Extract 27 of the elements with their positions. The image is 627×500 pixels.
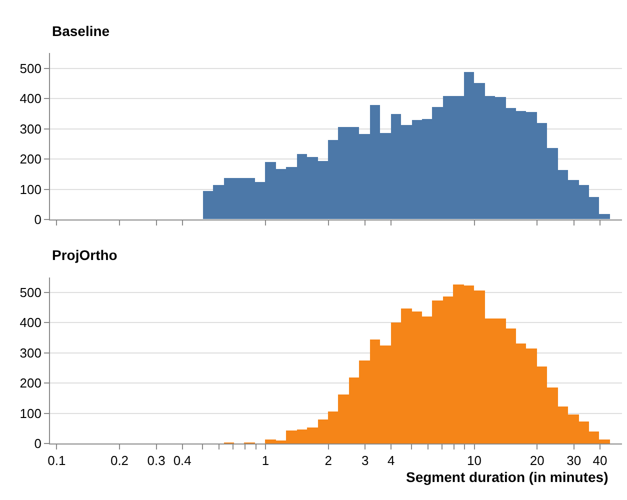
y-tick-label: 200 <box>20 152 42 167</box>
y-tick-label: 100 <box>20 406 42 421</box>
x-tick-label: 2 <box>324 453 332 468</box>
x-tick-label: 20 <box>530 453 544 468</box>
x-tick-label: 0.2 <box>110 453 129 468</box>
chart-title: Baseline <box>52 23 110 39</box>
y-tick-label: 200 <box>20 376 42 391</box>
y-tick-label: 300 <box>20 345 42 360</box>
y-tick-label: 400 <box>20 91 42 106</box>
x-tick-label: 4 <box>388 453 395 468</box>
y-tick-label: 0 <box>34 212 42 228</box>
y-tick-label: 500 <box>20 285 42 300</box>
x-tick-label: 3 <box>361 453 369 468</box>
x-tick-label: 10 <box>467 453 482 468</box>
x-tick-label: 0.3 <box>147 453 166 468</box>
y-tick-label: 100 <box>20 182 42 197</box>
y-tick-label: 400 <box>20 315 42 330</box>
y-tick-label: 0 <box>34 436 42 452</box>
y-tick-label: 300 <box>20 121 42 136</box>
x-axis-title: Segment duration (in minutes) <box>406 469 608 485</box>
y-tick-label: 500 <box>20 60 42 76</box>
x-tick-label: 0.1 <box>48 453 66 468</box>
x-tick-label: 0.4 <box>173 453 192 468</box>
chart-title: ProjOrtho <box>52 247 118 263</box>
x-tick-label: 30 <box>566 453 582 468</box>
x-tick-label: 40 <box>592 453 608 468</box>
x-tick-label: 1 <box>262 453 270 468</box>
